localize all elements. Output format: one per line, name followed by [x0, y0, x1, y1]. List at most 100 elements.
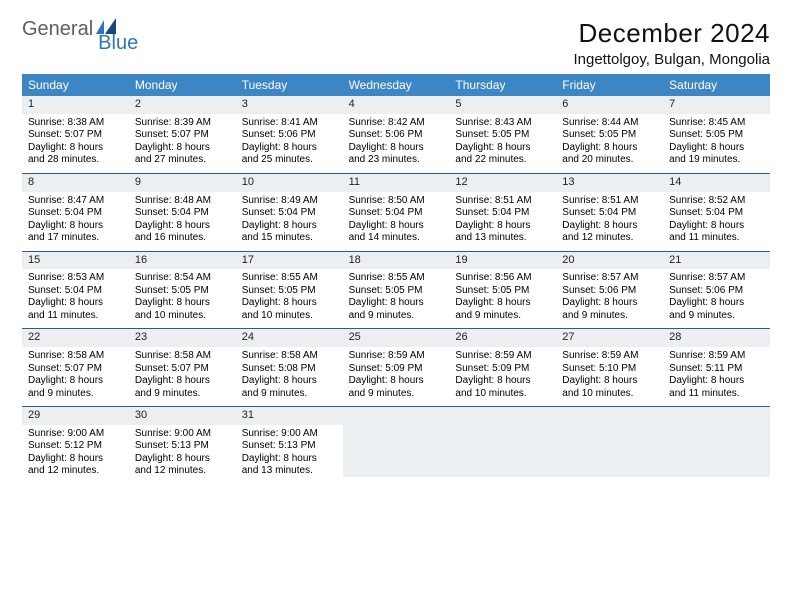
day-body: Sunrise: 8:51 AMSunset: 5:04 PMDaylight:… [449, 192, 556, 251]
day-number: 3 [236, 96, 343, 114]
empty-cell [343, 407, 450, 484]
sunrise-line: Sunrise: 8:38 AM [28, 117, 123, 130]
day-body [663, 423, 770, 477]
daylight-line-1: Daylight: 8 hours [669, 375, 764, 388]
week-row: 22Sunrise: 8:58 AMSunset: 5:07 PMDayligh… [22, 329, 770, 407]
day-cell: 27Sunrise: 8:59 AMSunset: 5:10 PMDayligh… [556, 329, 663, 406]
sunrise-line: Sunrise: 8:54 AM [135, 272, 230, 285]
day-body: Sunrise: 9:00 AMSunset: 5:13 PMDaylight:… [129, 425, 236, 484]
sunset-line: Sunset: 5:04 PM [242, 207, 337, 220]
daylight-line-2: and 28 minutes. [28, 154, 123, 167]
day-body [556, 423, 663, 477]
day-body: Sunrise: 8:54 AMSunset: 5:05 PMDaylight:… [129, 269, 236, 328]
day-body: Sunrise: 8:58 AMSunset: 5:07 PMDaylight:… [22, 347, 129, 406]
day-number: 22 [22, 329, 129, 347]
daylight-line-2: and 9 minutes. [455, 310, 550, 323]
day-body: Sunrise: 8:47 AMSunset: 5:04 PMDaylight:… [22, 192, 129, 251]
daylight-line-1: Daylight: 8 hours [349, 297, 444, 310]
day-body: Sunrise: 8:56 AMSunset: 5:05 PMDaylight:… [449, 269, 556, 328]
header: General Blue December 2024 Ingettolgoy, … [22, 18, 770, 68]
day-body: Sunrise: 8:55 AMSunset: 5:05 PMDaylight:… [236, 269, 343, 328]
sunrise-line: Sunrise: 8:57 AM [669, 272, 764, 285]
day-cell: 18Sunrise: 8:55 AMSunset: 5:05 PMDayligh… [343, 252, 450, 329]
sunrise-line: Sunrise: 8:52 AM [669, 195, 764, 208]
day-cell: 21Sunrise: 8:57 AMSunset: 5:06 PMDayligh… [663, 252, 770, 329]
logo-text-general: General [22, 18, 93, 41]
day-cell: 23Sunrise: 8:58 AMSunset: 5:07 PMDayligh… [129, 329, 236, 406]
day-body: Sunrise: 8:42 AMSunset: 5:06 PMDaylight:… [343, 114, 450, 173]
sunset-line: Sunset: 5:10 PM [562, 363, 657, 376]
day-cell: 10Sunrise: 8:49 AMSunset: 5:04 PMDayligh… [236, 174, 343, 251]
daylight-line-2: and 11 minutes. [669, 388, 764, 401]
daylight-line-2: and 16 minutes. [135, 232, 230, 245]
daylight-line-1: Daylight: 8 hours [349, 220, 444, 233]
day-body: Sunrise: 8:39 AMSunset: 5:07 PMDaylight:… [129, 114, 236, 173]
month-title: December 2024 [573, 18, 770, 49]
sunrise-line: Sunrise: 9:00 AM [242, 428, 337, 441]
day-body: Sunrise: 8:43 AMSunset: 5:05 PMDaylight:… [449, 114, 556, 173]
daylight-line-1: Daylight: 8 hours [135, 220, 230, 233]
day-cell: 2Sunrise: 8:39 AMSunset: 5:07 PMDaylight… [129, 96, 236, 173]
day-number: 11 [343, 174, 450, 192]
day-number: 14 [663, 174, 770, 192]
sunrise-line: Sunrise: 8:58 AM [242, 350, 337, 363]
day-body: Sunrise: 8:44 AMSunset: 5:05 PMDaylight:… [556, 114, 663, 173]
sunset-line: Sunset: 5:05 PM [562, 129, 657, 142]
daylight-line-1: Daylight: 8 hours [349, 142, 444, 155]
day-number: 15 [22, 252, 129, 270]
daylight-line-1: Daylight: 8 hours [242, 142, 337, 155]
sunset-line: Sunset: 5:05 PM [349, 285, 444, 298]
day-cell: 7Sunrise: 8:45 AMSunset: 5:05 PMDaylight… [663, 96, 770, 173]
daylight-line-2: and 9 minutes. [28, 388, 123, 401]
day-body: Sunrise: 8:50 AMSunset: 5:04 PMDaylight:… [343, 192, 450, 251]
sunrise-line: Sunrise: 8:39 AM [135, 117, 230, 130]
sunrise-line: Sunrise: 8:53 AM [28, 272, 123, 285]
sunset-line: Sunset: 5:04 PM [669, 207, 764, 220]
day-number: 4 [343, 96, 450, 114]
week-row: 8Sunrise: 8:47 AMSunset: 5:04 PMDaylight… [22, 174, 770, 252]
daylight-line-1: Daylight: 8 hours [349, 375, 444, 388]
day-body: Sunrise: 8:52 AMSunset: 5:04 PMDaylight:… [663, 192, 770, 251]
day-body [449, 423, 556, 477]
sunset-line: Sunset: 5:09 PM [455, 363, 550, 376]
daylight-line-1: Daylight: 8 hours [135, 297, 230, 310]
sunrise-line: Sunrise: 8:47 AM [28, 195, 123, 208]
sunset-line: Sunset: 5:06 PM [349, 129, 444, 142]
sunrise-line: Sunrise: 9:00 AM [135, 428, 230, 441]
daylight-line-1: Daylight: 8 hours [562, 375, 657, 388]
daylight-line-1: Daylight: 8 hours [242, 453, 337, 466]
sunset-line: Sunset: 5:07 PM [28, 129, 123, 142]
daylight-line-1: Daylight: 8 hours [455, 220, 550, 233]
daylight-line-2: and 17 minutes. [28, 232, 123, 245]
day-cell: 13Sunrise: 8:51 AMSunset: 5:04 PMDayligh… [556, 174, 663, 251]
sunrise-line: Sunrise: 8:48 AM [135, 195, 230, 208]
sunset-line: Sunset: 5:07 PM [28, 363, 123, 376]
daylight-line-1: Daylight: 8 hours [28, 220, 123, 233]
daylight-line-1: Daylight: 8 hours [455, 375, 550, 388]
day-body: Sunrise: 8:59 AMSunset: 5:09 PMDaylight:… [449, 347, 556, 406]
sunrise-line: Sunrise: 8:58 AM [28, 350, 123, 363]
day-cell: 24Sunrise: 8:58 AMSunset: 5:08 PMDayligh… [236, 329, 343, 406]
day-number: 26 [449, 329, 556, 347]
day-body: Sunrise: 9:00 AMSunset: 5:13 PMDaylight:… [236, 425, 343, 484]
sunrise-line: Sunrise: 8:49 AM [242, 195, 337, 208]
day-cell: 9Sunrise: 8:48 AMSunset: 5:04 PMDaylight… [129, 174, 236, 251]
day-cell: 6Sunrise: 8:44 AMSunset: 5:05 PMDaylight… [556, 96, 663, 173]
day-number: 27 [556, 329, 663, 347]
daylight-line-1: Daylight: 8 hours [135, 453, 230, 466]
daylight-line-1: Daylight: 8 hours [28, 142, 123, 155]
daylight-line-1: Daylight: 8 hours [135, 142, 230, 155]
daylight-line-2: and 9 minutes. [135, 388, 230, 401]
sunset-line: Sunset: 5:09 PM [349, 363, 444, 376]
day-number: 12 [449, 174, 556, 192]
day-body: Sunrise: 8:58 AMSunset: 5:07 PMDaylight:… [129, 347, 236, 406]
sunset-line: Sunset: 5:04 PM [562, 207, 657, 220]
daylight-line-1: Daylight: 8 hours [28, 375, 123, 388]
empty-cell [449, 407, 556, 484]
day-number: 17 [236, 252, 343, 270]
daylight-line-1: Daylight: 8 hours [28, 297, 123, 310]
sunset-line: Sunset: 5:13 PM [135, 440, 230, 453]
daylight-line-2: and 9 minutes. [669, 310, 764, 323]
day-cell: 28Sunrise: 8:59 AMSunset: 5:11 PMDayligh… [663, 329, 770, 406]
daylight-line-2: and 27 minutes. [135, 154, 230, 167]
